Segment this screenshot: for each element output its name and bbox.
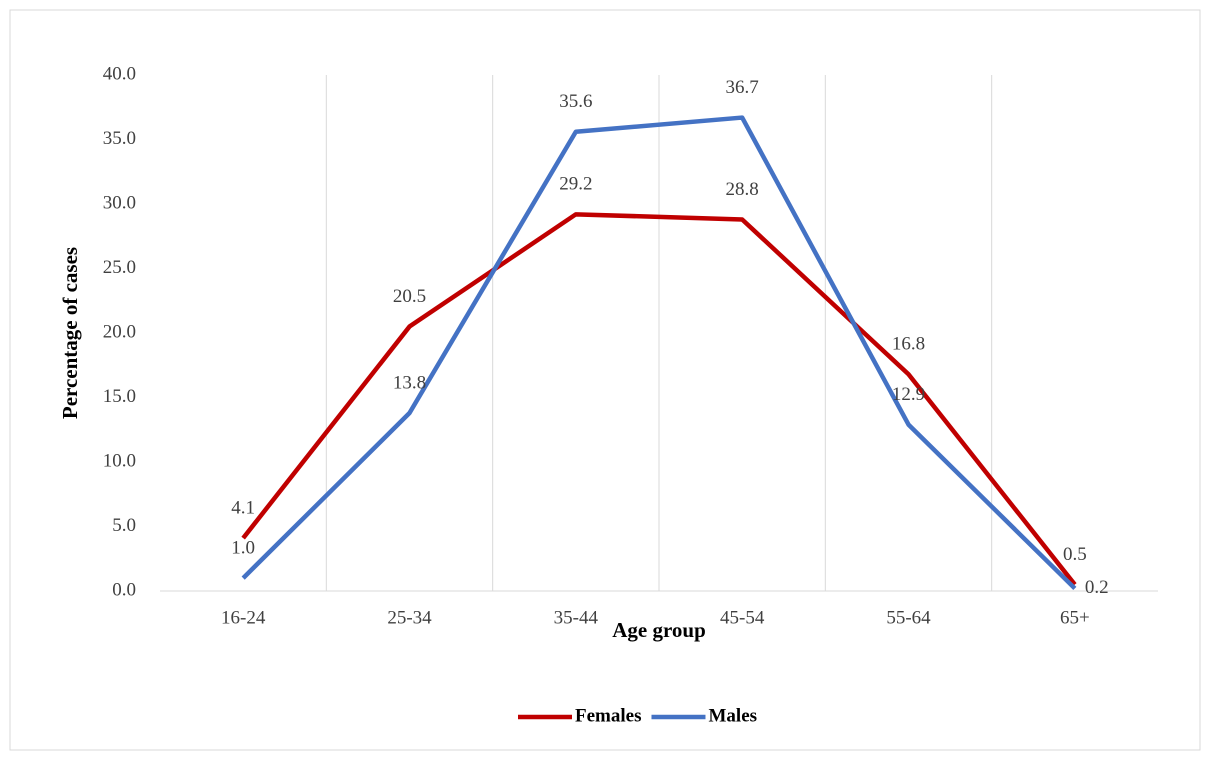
x-tick-label: 55-64	[886, 607, 931, 628]
x-axis-title: Age group	[612, 618, 706, 642]
legend-label: Females	[575, 705, 641, 726]
y-tick-label: 35.0	[103, 128, 136, 149]
data-label: 36.7	[726, 77, 759, 98]
y-tick-label: 10.0	[103, 450, 136, 471]
data-label: 0.5	[1063, 544, 1087, 565]
x-tick-label: 65+	[1060, 607, 1090, 628]
x-tick-label: 45-54	[720, 607, 765, 628]
y-tick-label: 0.0	[112, 579, 136, 600]
y-tick-label: 20.0	[103, 321, 136, 342]
data-label: 1.0	[231, 537, 255, 558]
x-tick-label: 25-34	[387, 607, 432, 628]
data-label: 12.9	[892, 384, 925, 405]
data-label: 28.8	[726, 179, 759, 200]
x-tick-label: 35-44	[554, 607, 599, 628]
data-line	[241, 212, 1077, 586]
legend-label: Males	[708, 705, 757, 726]
data-label: 29.2	[559, 174, 592, 195]
data-label: 4.1	[231, 497, 255, 518]
chart-frame	[9, 9, 1201, 751]
data-label: 0.2	[1085, 577, 1109, 598]
data-line	[241, 115, 1077, 591]
data-label: 35.6	[559, 91, 592, 112]
y-tick-label: 15.0	[103, 386, 136, 407]
y-tick-label: 30.0	[103, 192, 136, 213]
data-label: 16.8	[892, 334, 925, 355]
data-label: 13.8	[393, 372, 426, 393]
x-tick-label: 16-24	[221, 607, 266, 628]
y-axis-title: Percentage of cases	[58, 247, 82, 419]
y-tick-label: 25.0	[103, 257, 136, 278]
y-tick-label: 5.0	[112, 515, 136, 536]
data-label: 20.5	[393, 286, 426, 307]
y-tick-label: 40.0	[103, 63, 136, 84]
